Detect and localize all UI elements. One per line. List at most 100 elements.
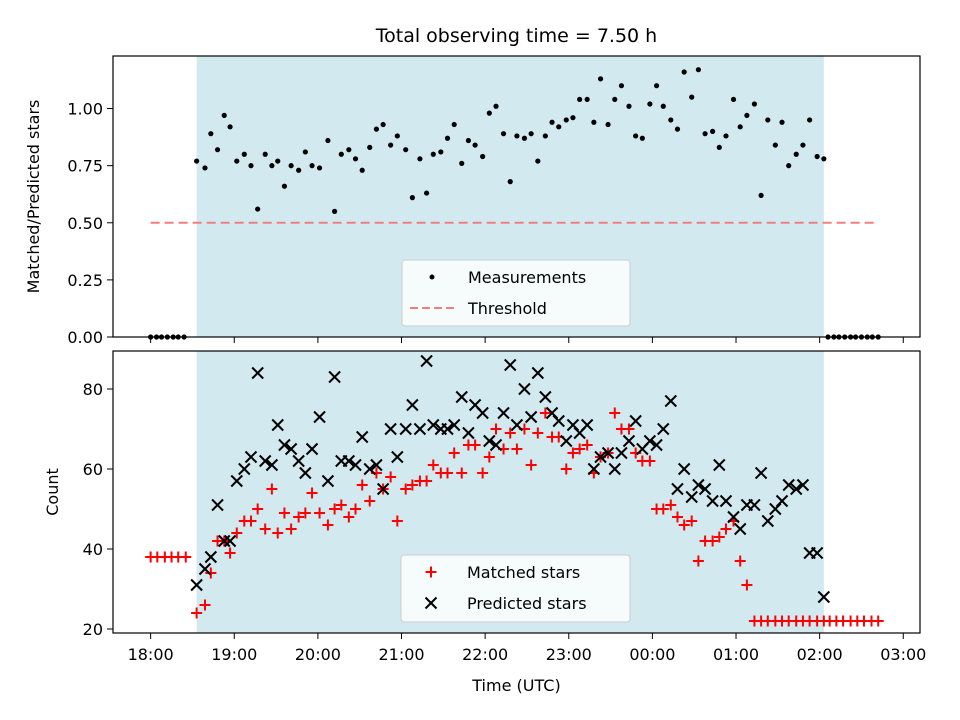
predicted-star-point xyxy=(447,418,461,432)
measurement-point xyxy=(214,147,221,153)
measurement-point xyxy=(403,147,409,153)
matched-star-point xyxy=(581,439,593,451)
predicted-star-point xyxy=(328,370,341,384)
predicted-star-point xyxy=(510,418,524,432)
matched-star-point xyxy=(350,503,362,515)
predicted-star-point xyxy=(198,562,212,576)
predicted-star-point xyxy=(692,478,705,492)
legend-matched-label: Matched stars xyxy=(467,563,580,582)
predicted-star-point xyxy=(748,498,761,512)
measurement-point xyxy=(227,124,233,130)
measurement-point xyxy=(275,158,281,164)
measurement-point xyxy=(262,151,268,157)
measurement-point xyxy=(459,160,465,166)
measurement-point xyxy=(296,167,302,173)
predicted-star-point xyxy=(391,450,404,464)
measurement-point xyxy=(438,149,444,155)
predicted-star-point xyxy=(594,450,607,464)
predicted-star-point xyxy=(817,590,831,604)
measurement-point xyxy=(786,163,792,169)
measurement-point xyxy=(660,103,666,109)
matched-star-point xyxy=(421,475,433,487)
top-panel: 0.00 0.25 0.50 0.75 1.00 Total observing tim… xyxy=(24,25,921,347)
measurement-point xyxy=(208,131,214,137)
matched-star-point xyxy=(231,527,243,539)
predicted-star-point xyxy=(420,354,433,368)
legend-threshold-label: Threshold xyxy=(467,299,547,318)
predicted-star-point xyxy=(754,466,768,480)
matched-star-point xyxy=(707,535,719,547)
measurement-point xyxy=(507,179,513,185)
predicted-star-point xyxy=(462,426,475,440)
matched-star-point xyxy=(272,527,284,539)
predicted-star-point xyxy=(518,382,531,396)
matched-star-point xyxy=(644,455,656,467)
measurement-point xyxy=(373,126,380,132)
matched-star-point xyxy=(385,471,397,483)
measurement-point xyxy=(633,133,639,139)
measurement-point xyxy=(269,163,275,169)
measurement-point xyxy=(542,133,548,139)
matched-star-point xyxy=(665,499,677,511)
x-tick-label: 01:00 xyxy=(713,645,759,664)
predicted-star-point xyxy=(713,458,726,472)
measurement-point xyxy=(653,83,660,89)
matched-star-point xyxy=(285,523,297,535)
predicted-star-point xyxy=(258,454,272,468)
measurement-point xyxy=(618,83,625,89)
predicted-star-point xyxy=(657,422,670,436)
predicted-star-point xyxy=(601,446,615,460)
measurement-point xyxy=(612,96,618,103)
measurement-point xyxy=(417,156,423,162)
top-x-ticks xyxy=(150,337,904,343)
legend-plus-glyph xyxy=(425,566,437,578)
matched-star-point xyxy=(686,515,698,527)
predicted-star-point xyxy=(587,462,601,476)
matched-star-point xyxy=(329,503,341,515)
measurement-point xyxy=(793,151,799,157)
measurement-point xyxy=(480,153,486,160)
predicted-star-point xyxy=(580,418,594,432)
measurement-point xyxy=(549,119,555,125)
matched-star-point xyxy=(245,515,257,527)
measurement-point xyxy=(325,137,331,144)
predicted-star-point xyxy=(706,494,719,508)
predicted-star-point xyxy=(685,490,698,504)
measurement-point xyxy=(409,195,415,201)
measurement-point xyxy=(591,119,597,125)
measurement-point xyxy=(737,124,743,130)
predicted-star-point xyxy=(504,358,517,372)
measurement-point xyxy=(221,112,227,118)
predicted-star-point xyxy=(629,414,642,428)
measurement-point xyxy=(730,96,737,103)
matched-star-point xyxy=(560,463,572,475)
measurement-point xyxy=(535,158,541,164)
predicted-star-point xyxy=(278,438,291,452)
measurement-point xyxy=(493,103,499,109)
predicted-star-point xyxy=(455,390,468,404)
top-legend-box xyxy=(401,259,631,327)
predicted-star-point xyxy=(650,438,663,452)
top-y-ticks: 0.00 0.25 0.50 0.75 1.00 xyxy=(67,100,113,347)
predicted-star-point xyxy=(284,442,298,456)
matched-star-point xyxy=(252,503,264,515)
measurement-point xyxy=(584,96,590,103)
predicted-star-point xyxy=(810,546,824,560)
measurement-point xyxy=(388,142,394,148)
measurement-point xyxy=(359,167,365,173)
measurement-point xyxy=(765,117,771,123)
predicted-star-point xyxy=(363,462,376,476)
measurement-point xyxy=(647,101,653,107)
matched-star-point xyxy=(448,447,460,459)
x-tick-label: 18:00 xyxy=(128,645,174,664)
measurement-point xyxy=(346,147,352,153)
measurement-point xyxy=(744,112,750,118)
measurement-point xyxy=(626,103,632,109)
y-tick-label: 1.00 xyxy=(67,100,103,119)
top-legend: Measurements Threshold xyxy=(401,259,631,327)
matched-star-point xyxy=(335,499,347,511)
measurement-point xyxy=(689,94,695,100)
measurement-point xyxy=(674,126,681,132)
matched-star-point xyxy=(322,519,334,531)
predicted-star-point xyxy=(265,458,279,472)
